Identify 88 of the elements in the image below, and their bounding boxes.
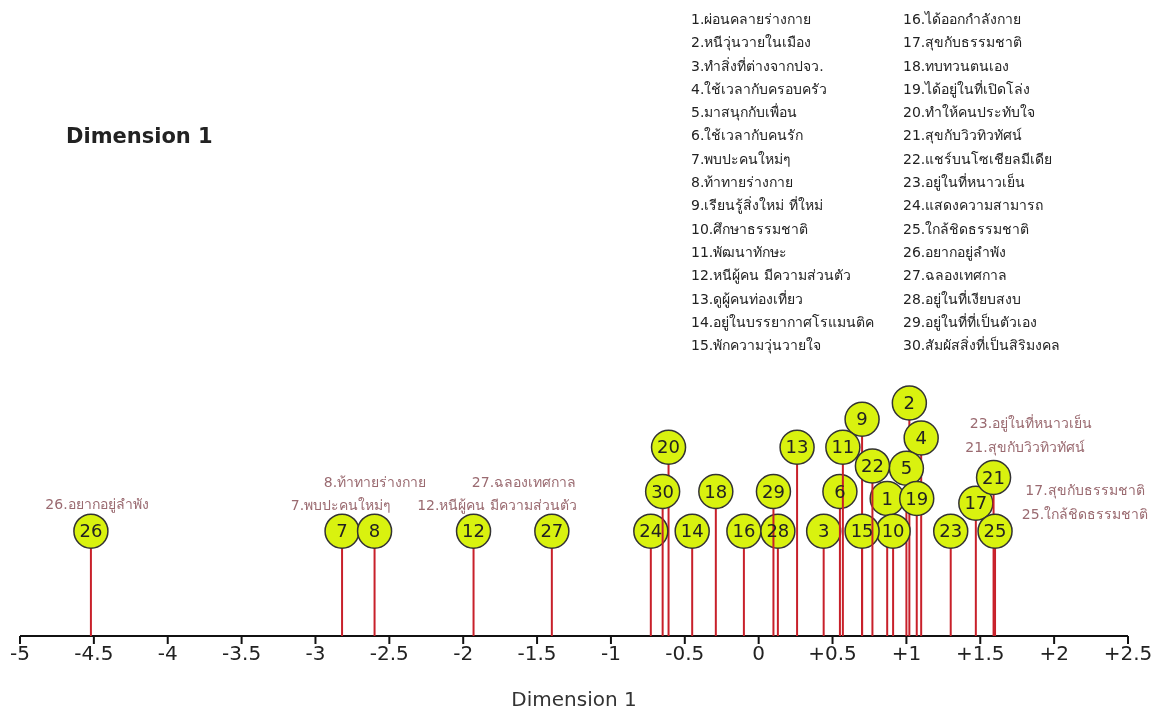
annotation: 11 (831, 436, 855, 458)
x-tick-label: -2 (453, 641, 474, 666)
annotation: 8 (368, 520, 381, 542)
x-tick-label: -0.5 (665, 641, 705, 666)
annotation: 23 (939, 520, 963, 542)
annotation: 17 (964, 492, 988, 514)
annotation: 12 (462, 520, 485, 542)
text: 14.อยู่ในบรรยากาศโรแมนติค (691, 312, 875, 333)
annotation: 16 (732, 520, 756, 542)
text: 13.ดูผู้คนท่องเที่ยว (691, 289, 805, 310)
annotation: 3 (817, 520, 830, 542)
annotation: 9 (856, 408, 868, 430)
annotation: 12.หนีผู้คน มีความส่วนตัว (417, 496, 577, 516)
x-tick-label: +1 (891, 641, 922, 666)
text: 1.ผ่อนคลายร่างกาย (691, 10, 813, 29)
annotation: 4 (915, 426, 927, 448)
text: 15.พักความวุ่นวายใจ (691, 336, 823, 356)
text: 23.อยู่ในที่หนาวเย็น (903, 172, 1027, 193)
x-tick-label: +2.5 (1103, 641, 1153, 666)
annotation: 2 (903, 392, 916, 413)
x-tick-label: +1.5 (955, 641, 1005, 666)
annotation: 10 (881, 520, 905, 542)
annotation: 8.ท้าทายร่างกาย (323, 473, 427, 492)
x-tick-label: -4.5 (74, 641, 114, 666)
point (356, 513, 393, 549)
annotation: 25.ใกล้ชิดธรรมชาติ (1021, 505, 1149, 524)
text: 7.พบปะคนใหม่ๆ (691, 149, 793, 169)
text: 25.ใกล้ชิดธรรมชาติ (903, 219, 1031, 239)
annotation: 7 (336, 520, 348, 542)
text: 28.อยู่ในที่เงียบสงบ (903, 289, 1023, 310)
text: 27.ฉลองเทศกาล (903, 266, 1009, 286)
text: 21.สุขกับวิวทิวทัศน์ (903, 126, 1024, 146)
text: 26.อยากอยู่ลำพัง (903, 242, 1008, 263)
annotation: 30 (651, 480, 675, 502)
text: 24.แสดงความสามารถ (903, 196, 1045, 216)
text: 17.สุขกับธรรมชาติ (903, 33, 1024, 53)
annotation: 7.พบปะคนใหม่ๆ (290, 496, 392, 515)
x-tick-label: -1 (600, 641, 621, 666)
annotation: 26 (79, 520, 103, 542)
text: 9.เรียนรู้สิ่งใหม่ ที่ใหม่ (691, 195, 824, 216)
annotation: 26.อยากอยู่ลำพัง (45, 495, 149, 515)
annotation: 20 (657, 436, 680, 458)
annotation: 19 (905, 487, 929, 509)
text: 3.ทำสิ่งที่ต่างจากปจว. (691, 56, 825, 76)
annotation: 17.สุขกับธรรมชาติ (1025, 481, 1145, 501)
point (891, 385, 928, 421)
text: 6.ใช้เวลากับคนรัก (691, 126, 805, 146)
annotation: 24 (639, 520, 663, 542)
annotation: 25 (983, 520, 1007, 542)
point (844, 401, 880, 438)
text: 11.พัฒนาทักษะ (691, 242, 789, 262)
text: 2.หนีวุ่นวายในเมือง (691, 33, 813, 53)
x-tick-label: 0 (752, 641, 766, 666)
x-tick-label: -2.5 (369, 641, 409, 666)
x-tick-label: +2 (1039, 641, 1069, 666)
annotation: 22 (860, 454, 884, 476)
text: 22.แชร์บนโซเชียลมีเดีย (903, 149, 1054, 169)
text: 4.ใช้เวลากับครอบครัว (691, 79, 829, 99)
annotation: 14 (680, 520, 704, 542)
x-tick-label: -4 (157, 641, 178, 666)
text: 10.ศึกษาธรรมชาติ (691, 219, 810, 239)
text: 30.สัมผัสสิ่งที่เป็นสิริมงคล (903, 335, 1061, 356)
annotation: 5 (900, 457, 913, 479)
annotation: 27 (540, 520, 564, 542)
text: 12.หนีผู้คน มีความส่วนตัว (691, 266, 852, 286)
text: 18.ทบทวนตนเอง (903, 56, 1011, 76)
annotation: 13 (785, 436, 809, 458)
annotation: 21 (982, 466, 1006, 488)
point (805, 513, 842, 549)
annotation: 21.สุขกับวิวทิวทัศน์ (965, 438, 1085, 458)
text: 16.ได้ออกกำลังกาย (903, 10, 1023, 29)
text: 8.ท้าทายร่างกาย (691, 173, 795, 193)
x-tick-label: +0.5 (808, 641, 857, 666)
annotation: 27.ฉลองเทศกาล (471, 473, 577, 492)
text: 19.ได้อยู่ในที่เปิดโล่ง (903, 79, 1032, 100)
x-tick-label: -5 (10, 641, 30, 666)
text: 20.ทำให้คนประทับใจ (903, 103, 1037, 123)
annotation: 23.อยู่ในที่หนาวเย็น (969, 413, 1093, 434)
annotation: 18 (704, 480, 728, 502)
annotation: 1 (881, 487, 893, 509)
x-axis-title: Dimension 1 (511, 687, 637, 711)
x-tick-label: -1.5 (517, 641, 557, 666)
x-tick-label: -3.5 (222, 641, 262, 666)
x-tick-label: -3 (305, 641, 326, 666)
chart-title: Dimension 1 (66, 124, 213, 148)
text: 29.อยู่ในที่ที่เป็นตัวเอง (903, 312, 1039, 333)
text: 5.มาสนุกกับเพื่อน (691, 102, 799, 123)
annotation: 29 (761, 480, 785, 502)
